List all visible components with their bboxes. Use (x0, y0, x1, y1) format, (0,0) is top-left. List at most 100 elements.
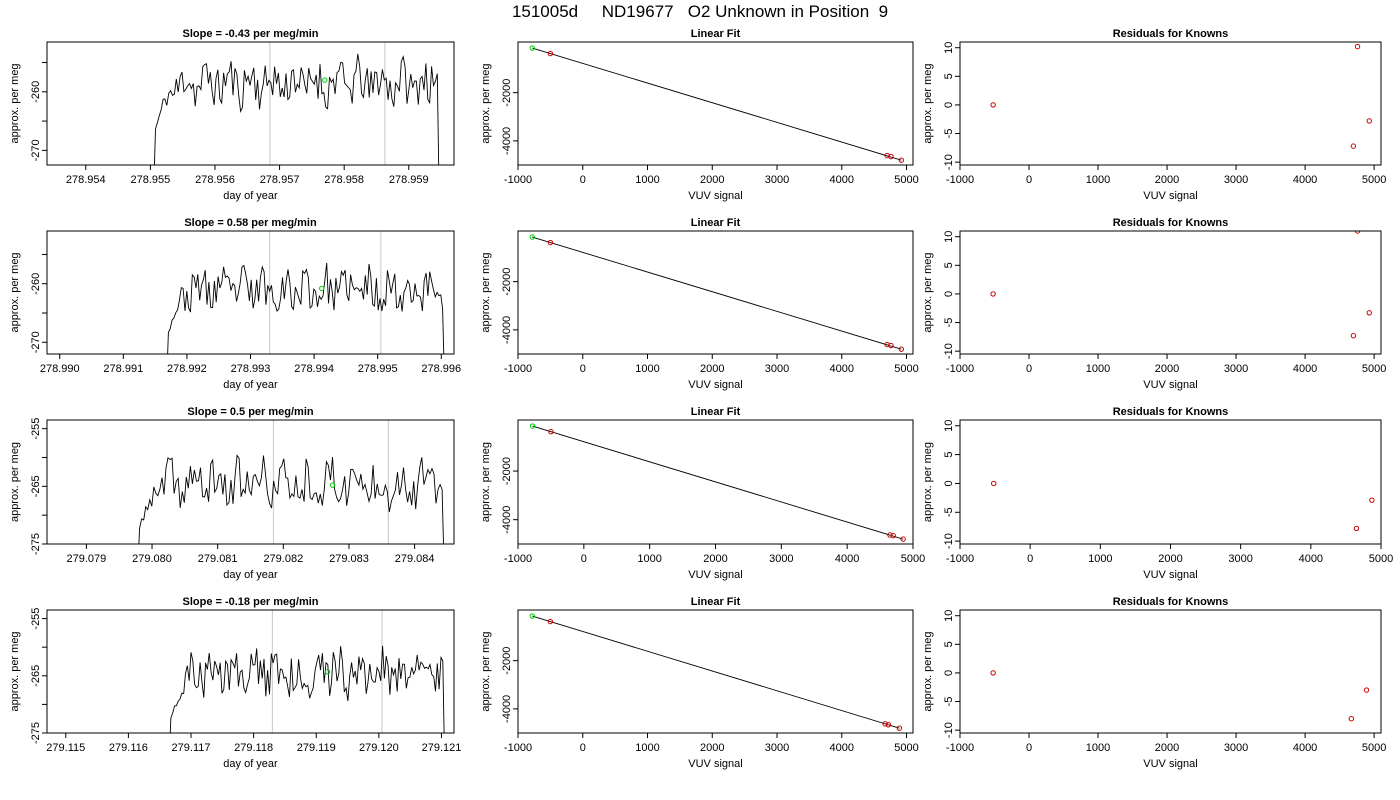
signal-trace (138, 454, 444, 544)
plot-frame (517, 609, 914, 734)
plot-frame (46, 419, 455, 545)
data-point (1348, 715, 1355, 722)
x-tick-label: 5000 (1362, 363, 1386, 375)
x-tick-label: 2000 (1155, 742, 1179, 754)
data-point (898, 346, 905, 352)
x-tick-label: 2000 (1155, 174, 1179, 186)
y-tick-label: -265 (30, 665, 42, 687)
panel-r1-c1: Slope = -0.43 per meg/min 278.954 278.955 2… (9, 28, 455, 202)
x-tick-label: 5000 (1369, 553, 1393, 565)
x-tick-label: 0 (1026, 363, 1032, 375)
x-tick-label: 278.990 (40, 363, 80, 375)
data-point (990, 102, 996, 108)
plot-frame (46, 609, 455, 734)
panel-r3-c1: Slope = 0.5 per meg/min 279.079 279.080 279… (9, 406, 455, 581)
plot-area (167, 231, 445, 354)
x-tick-label: 5000 (1362, 174, 1386, 186)
plot-area (990, 670, 1370, 722)
y-tick-label: -255 (30, 418, 42, 440)
signal-trace (153, 53, 440, 165)
y-tick-label: -265 (30, 475, 42, 497)
x-tick-label: 0 (1026, 174, 1032, 186)
x-tick-label: 2000 (700, 742, 724, 754)
x-tick-label: 3000 (1228, 553, 1252, 565)
x-tick-label: 4000 (1299, 553, 1323, 565)
y-tick-label: -2000 (501, 79, 513, 107)
panel-title: Slope = -0.43 per meg/min (182, 28, 318, 40)
panel-title: Linear Fit (691, 596, 741, 608)
data-point (529, 45, 535, 51)
y-tick-label: 10 (943, 610, 955, 622)
plot-area (990, 231, 1372, 339)
x-tick-label: 279.119 (297, 742, 336, 754)
x-tick-label: 278.958 (324, 174, 364, 186)
data-point (888, 342, 894, 349)
y-axis-label: approx. per meg (9, 631, 21, 711)
y-axis-label: approx. per meg (480, 442, 492, 522)
x-tick-label: 278.959 (389, 174, 429, 186)
panel-title: Residuals for Knowns (1113, 28, 1229, 40)
panel-title: Residuals for Knowns (1113, 406, 1229, 418)
x-tick-label: 4000 (1293, 363, 1317, 375)
y-tick-label: 10 (943, 420, 955, 432)
y-axis-label: approx. per meg (9, 442, 21, 522)
x-axis-label: day of year (223, 569, 278, 581)
x-tick-label: 0 (580, 174, 586, 186)
x-tick-label: 279.082 (263, 553, 303, 565)
panel-r3-c3: Residuals for Knowns -1000 0 1000 2000 3000 40… (922, 406, 1393, 581)
x-tick-label: 3000 (765, 742, 789, 754)
data-point (990, 670, 996, 676)
x-tick-label: 5000 (901, 553, 925, 565)
data-point (896, 725, 903, 731)
x-tick-label: 278.957 (260, 174, 300, 186)
x-tick-label: 3000 (765, 174, 789, 186)
x-tick-label: 278.956 (195, 174, 235, 186)
x-tick-label: -1000 (946, 742, 974, 754)
signal-trace (167, 262, 445, 354)
y-axis-label: approx. per meg (480, 63, 492, 143)
x-tick-label: 5000 (894, 742, 918, 754)
panel-r2-c1: Slope = 0.58 per meg/min 278.990 278.991 27… (9, 217, 461, 391)
x-tick-label: 2000 (1158, 553, 1182, 565)
plot-frame (517, 41, 914, 166)
x-axis-label: VUV signal (688, 758, 742, 770)
x-tick-label: 278.955 (130, 174, 170, 186)
data-point (547, 50, 554, 57)
y-tick-label: -260 (30, 81, 42, 103)
plot-area (169, 610, 445, 733)
data-point (882, 721, 888, 727)
x-axis-label: VUV signal (1143, 758, 1197, 770)
y-tick-label: -10 (943, 154, 955, 170)
x-tick-label: 278.994 (294, 363, 334, 375)
x-tick-label: 278.954 (66, 174, 106, 186)
data-point (900, 536, 906, 542)
x-tick-label: -1000 (946, 553, 974, 565)
x-tick-label: 278.995 (358, 363, 398, 375)
panel-r2-c3: Residuals for Knowns -1000 0 1000 2000 3000 40… (922, 217, 1386, 391)
x-tick-label: 5000 (1362, 742, 1386, 754)
plot-frame (959, 609, 1382, 734)
x-tick-label: 4000 (1293, 174, 1317, 186)
x-tick-label: 3000 (1224, 742, 1248, 754)
y-tick-label: 5 (943, 73, 955, 79)
x-axis-label: VUV signal (688, 190, 742, 202)
data-point (529, 423, 536, 429)
x-tick-label: 279.120 (359, 742, 399, 754)
panel-r1-c3: Residuals for Knowns -1000 0 1000 2000 3000 40… (922, 28, 1386, 202)
y-tick-label: 5 (943, 641, 955, 647)
y-axis-label: approx. per meg (922, 63, 934, 143)
panel-r4-c2: Linear Fit -1000 0 1000 2000 3000 4000 5000 -400… (480, 596, 919, 770)
figure-title: 151005d ND19677 O2 Unknown in Position 9 (511, 2, 889, 21)
y-tick-label: -275 (30, 722, 42, 744)
plot-frame (46, 41, 455, 166)
y-tick-label: 5 (943, 452, 955, 458)
data-point (529, 234, 535, 240)
x-tick-label: 279.118 (234, 742, 273, 754)
y-tick-label: 10 (943, 231, 955, 243)
data-point (529, 613, 535, 619)
panel-r2-c2: Linear Fit -1000 0 1000 2000 3000 4000 5000 -400… (480, 217, 919, 391)
panel-title: Residuals for Knowns (1113, 596, 1229, 608)
x-tick-label: 279.084 (395, 553, 435, 565)
x-tick-label: -1000 (946, 174, 974, 186)
x-tick-label: -1000 (504, 553, 532, 565)
